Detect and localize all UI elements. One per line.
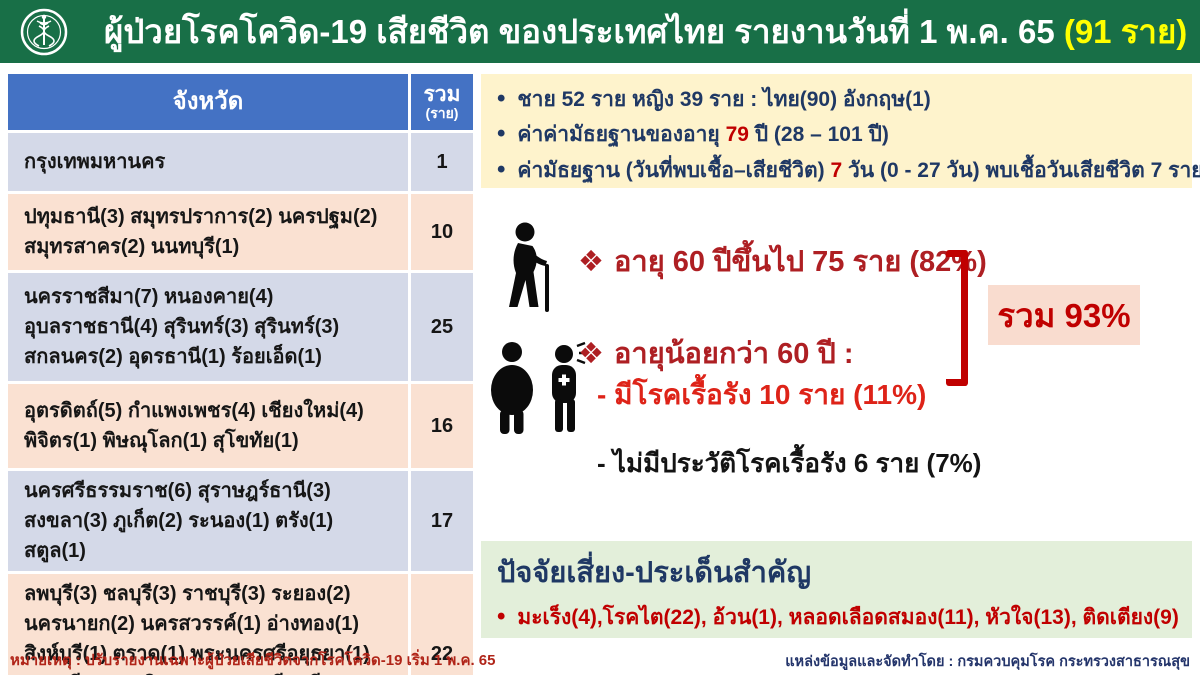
table-row: ปทุมธานี(3) สมุทรปราการ(2) นครปฐม(2) สมุ… [8,194,473,270]
total-cell: 16 [411,384,473,468]
stat-text-post: ปี (28 – 101 ปี) [748,123,889,147]
total-cell: 1 [411,133,473,191]
age-under60-text: อายุน้อยกว่า 60 ปี : [614,338,854,370]
risk-factors-text: มะเร็ง(4),โรคไต(22), อ้วน(1), หลอดเลือดส… [517,606,1179,629]
province-table: จังหวัด รวม (ราย) กรุงเทพมหานคร 1 ปทุมธา… [8,74,473,675]
stat-value-red: 79 [725,123,749,147]
province-cell: นครราชสีมา(7) หนองคาย(4) อุบลราชธานี(4) … [8,273,408,381]
stat-median-age: • ค่าค่ามัธยฐานของอายุ 79 ปี (28 – 101 ป… [497,118,1182,151]
stat-text: ค่าค่ามัธยฐานของอายุ 79 ปี (28 – 101 ปี) [517,118,888,151]
data-source-credit: แหล่งข้อมูลและจัดทำโดย : กรมควบคุมโรค กร… [785,654,1190,670]
column-header-total-unit: (ราย) [425,104,459,121]
stat-median-days: • ค่ามัธยฐาน (วันที่พบเชื้อ–เสียชีวิต) 7… [497,154,1200,187]
table-header-row: จังหวัด รวม (ราย) [8,74,473,130]
total-percentage-badge: รวม 93% [988,285,1140,345]
risk-factors-panel: ปัจจัยเสี่ยง-ประเด็นสำคัญ • มะเร็ง(4),โร… [481,541,1192,638]
stat-text-pre: ค่าค่ามัธยฐานของอายุ [517,123,726,147]
age-60plus-line: ❖ อายุ 60 ปีขึ้นไป 75 ราย (82%) [578,238,987,284]
risk-factors-list: • มะเร็ง(4),โรคไต(22), อ้วน(1), หลอดเลือ… [497,601,1179,634]
bullet-icon: • [497,603,506,630]
page-title-main: ผู้ป่วยโรคโควิด-19 เสียชีวิต ของประเทศไท… [104,13,1064,50]
bullet-icon: • [497,120,506,148]
province-cell: ปทุมธานี(3) สมุทรปราการ(2) นครปฐม(2) สมุ… [8,194,408,270]
table-row: นครศรีธรรมราช(6) สุราษฎร์ธานี(3) สงขลา(3… [8,471,473,571]
bullet-icon: • [497,155,506,183]
province-cell: ลพบุรี(3) ชลบุรี(3) ราชบุรี(3) ระยอง(2) … [8,574,408,675]
header-bar: ผู้ป่วยโรคโควิด-19 เสียชีวิต ของประเทศไท… [0,0,1200,63]
risk-factors-title: ปัจจัยเสี่ยง-ประเด็นสำคัญ [497,557,812,589]
table-row: อุตรดิตถ์(5) กำแพงเพชร(4) เชียงใหม่(4) พ… [8,384,473,468]
bullet-icon: • [497,85,506,113]
footnote-remark: หมายเหตุ : ปรับรายงานเฉพาะผู้ป่วยเสียชีว… [10,652,496,669]
province-cell: กรุงเทพมหานคร [8,133,408,191]
elderly-person-icon [509,222,549,312]
column-header-total: รวม (ราย) [411,74,473,130]
table-row: ลพบุรี(3) ชลบุรี(3) ราชบุรี(3) ระยอง(2) … [8,574,473,675]
total-cell: 25 [411,273,473,381]
stat-text-pre: ค่ามัธยฐาน (วันที่พบเชื้อ–เสียชีวิต) [517,158,831,182]
stat-gender-nationality: • ชาย 52 ราย หญิง 39 ราย : ไทย(90) อังกฤ… [497,83,1182,116]
page-title: ผู้ป่วยโรคโควิด-19 เสียชีวิต ของประเทศไท… [104,5,1187,58]
bracket-shape [946,250,968,386]
stat-text: ค่ามัธยฐาน (วันที่พบเชื้อ–เสียชีวิต) 7 ว… [517,154,1200,187]
age-under60-line: ❖ อายุน้อยกว่า 60 ปี : [578,330,854,376]
death-count-highlight: (91 ราย) [1063,13,1188,50]
table-row: นครราชสีมา(7) หนองคาย(4) อุบลราชธานี(4) … [8,273,473,381]
stat-text-post: วัน (0 - 27 วัน) พบเชื้อวันเสียชีวิต 7 ร… [842,158,1200,182]
total-cell: 10 [411,194,473,270]
stat-text: ชาย 52 ราย หญิง 39 ราย : ไทย(90) อังกฤษ(… [517,88,931,112]
stat-value-red: 7 [830,158,843,182]
obese-and-sick-persons-icon [491,341,588,434]
diamond-bullet-icon: ❖ [578,246,604,278]
province-cell: อุตรดิตถ์(5) กำแพงเพชร(4) เชียงใหม่(4) พ… [8,384,408,468]
total-cell: 22 [411,574,473,675]
moph-logo-icon [20,8,68,55]
age-60plus-text: อายุ 60 ปีขึ้นไป 75 ราย (82%) [614,246,987,278]
province-cell: นครศรีธรรมราช(6) สุราษฎร์ธานี(3) สงขลา(3… [8,471,408,571]
column-header-total-label: รวม [423,82,461,106]
summary-stats-panel: • ชาย 52 ราย หญิง 39 ราย : ไทย(90) อังกฤ… [481,74,1200,188]
chronic-disease-line: - มีโรคเรื้อรัง 10 ราย (11%) [597,379,927,410]
diamond-bullet-icon: ❖ [578,338,604,370]
column-header-province: จังหวัด [8,74,408,130]
total-cell: 17 [411,471,473,571]
table-row: กรุงเทพมหานคร 1 [8,133,473,191]
no-chronic-disease-line: - ไม่มีประวัติโรคเรื้อรัง 6 ราย (7%) [597,448,982,478]
